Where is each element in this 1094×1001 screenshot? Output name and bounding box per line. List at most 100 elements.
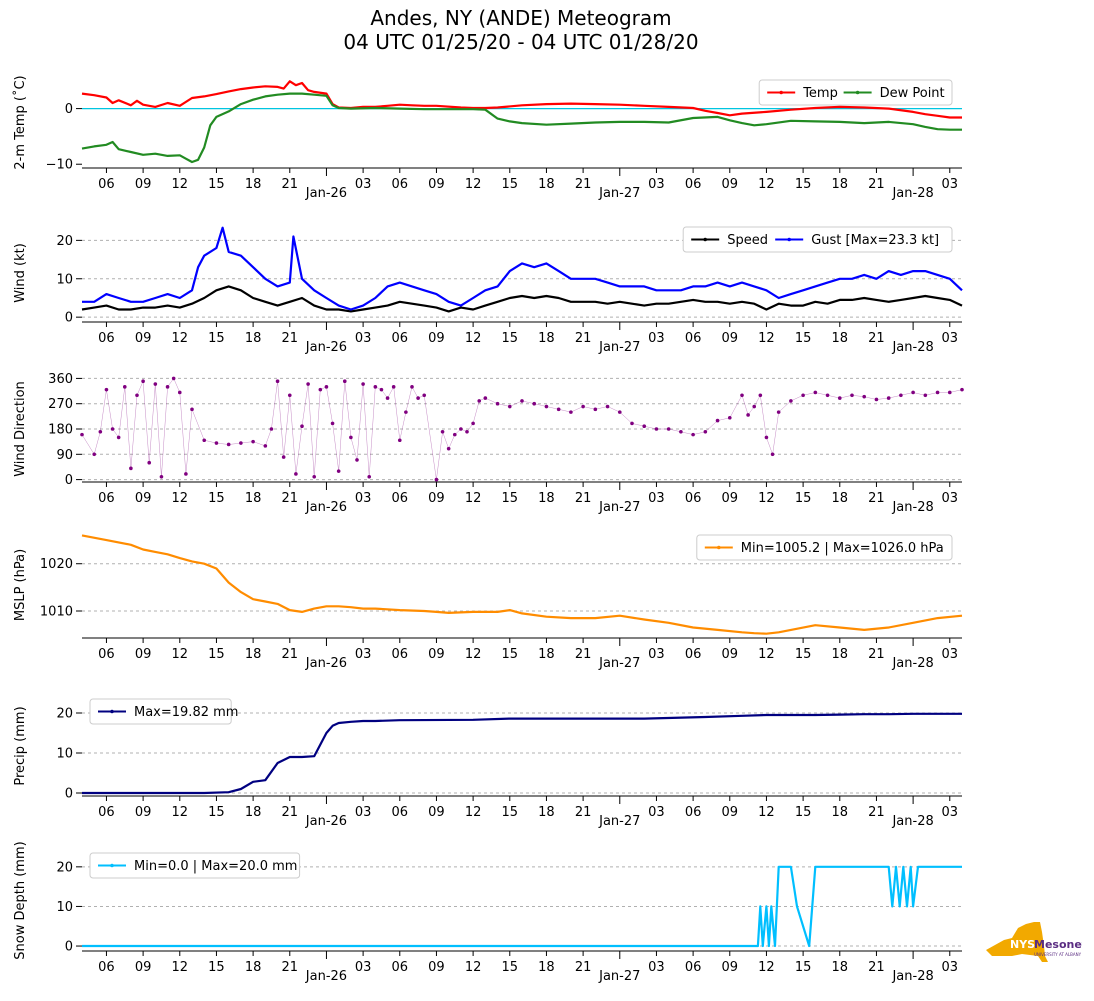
data-point <box>752 404 757 409</box>
x-tick-label: 09 <box>428 960 445 975</box>
data-point <box>135 393 139 398</box>
series-dew-point <box>81 92 962 164</box>
y-tick-label: 0 <box>65 311 73 326</box>
x-tick-label: 18 <box>538 647 555 662</box>
y-tick-label: 1020 <box>40 557 73 572</box>
data-point <box>177 390 182 395</box>
series-speed <box>81 285 963 313</box>
legend-marker <box>779 90 783 95</box>
panel-4: 1010 1020 MSLP (hPa) 06 09 12 15 18 21 03 06 09 12 15… <box>13 534 963 671</box>
x-day-label: Jan-28 <box>891 656 933 671</box>
data-point <box>110 427 115 431</box>
x-day-label: Jan-26 <box>305 656 347 671</box>
legend: Min=1005.2 | Max=1026.0 hPa <box>696 534 953 561</box>
x-tick-label: 03 <box>942 960 959 975</box>
x-day-label: Jan-26 <box>305 814 347 829</box>
x-tick-label: 03 <box>355 647 372 662</box>
y-tick-label: 270 <box>48 397 73 412</box>
data-point <box>422 393 427 398</box>
series-min-0-0-max-20-0-mm <box>82 865 962 948</box>
data-point <box>471 421 475 426</box>
data-point <box>569 410 573 414</box>
x-tick-label: 15 <box>208 177 225 192</box>
x-tick-label: 09 <box>135 647 152 662</box>
data-point <box>129 466 133 471</box>
x-tick-label: 18 <box>245 177 262 192</box>
x-day-label: Jan-28 <box>891 969 933 984</box>
data-point <box>165 385 170 389</box>
x-tick-label: 09 <box>722 805 739 820</box>
legend-box <box>89 698 232 725</box>
data-point <box>355 458 359 462</box>
panel-5: 0 10 20 Precip (mm) 06 09 12 15 18 21 03 06 09 12 15 18… <box>13 698 962 829</box>
data-point <box>789 399 793 403</box>
data-point <box>98 430 103 434</box>
x-tick-label: 21 <box>282 805 299 820</box>
x-tick-label: 03 <box>648 177 665 192</box>
x-day-label: Jan-26 <box>305 500 347 515</box>
y-tick-label: 10 <box>56 900 73 915</box>
panel-1: −10 0 2-m Temp (˚C) 06 09 12 15 18 21 03 06 09 12 15 1… <box>12 75 962 201</box>
legend-marker <box>110 709 114 714</box>
data-point <box>703 430 708 434</box>
x-day-label: Jan-27 <box>598 814 640 829</box>
data-point <box>397 438 402 443</box>
x-tick-label: 09 <box>722 491 739 506</box>
x-day-label: Jan-26 <box>305 969 347 984</box>
x-day-label: Jan-28 <box>891 814 933 829</box>
data-point <box>446 446 451 451</box>
legend-marker <box>717 545 721 550</box>
x-tick-label: 21 <box>282 647 299 662</box>
data-point <box>367 474 372 479</box>
data-point <box>960 387 964 392</box>
x-tick-label: 15 <box>502 177 519 192</box>
data-point <box>483 396 488 400</box>
x-tick-label: 09 <box>722 331 739 346</box>
data-point <box>269 427 274 431</box>
data-point <box>226 442 231 447</box>
y-tick-label: 0 <box>65 787 73 802</box>
data-point <box>324 385 329 389</box>
x-tick-label: 15 <box>502 331 519 346</box>
data-point <box>452 432 457 437</box>
data-point <box>813 390 818 395</box>
x-tick-label: 18 <box>832 960 849 975</box>
x-tick-label: 21 <box>282 491 299 506</box>
x-tick-label: 18 <box>832 491 849 506</box>
x-tick-label: 15 <box>502 960 519 975</box>
legend-label: Min=0.0 | Max=20.0 mm <box>134 859 297 874</box>
data-point <box>410 385 414 389</box>
data-point <box>825 393 830 398</box>
x-tick-label: 12 <box>465 805 482 820</box>
data-point <box>434 477 439 482</box>
x-tick-label: 03 <box>648 491 665 506</box>
y-tick-label: 10 <box>56 747 73 762</box>
chart-title: Andes, NY (ANDE) Meteogram 04 UTC 01/25/… <box>0 6 1042 54</box>
data-point <box>654 427 659 431</box>
x-tick-label: 06 <box>392 491 409 506</box>
y-tick-label: 0 <box>65 473 73 488</box>
nys-mesonet-logo: NYS Mesonet UNIVERSITY AT ALBANY <box>986 922 1082 962</box>
x-tick-label: 12 <box>758 177 775 192</box>
data-point <box>214 441 219 445</box>
data-point <box>300 424 304 428</box>
x-tick-label: 09 <box>428 331 445 346</box>
data-point <box>886 396 891 400</box>
data-point <box>349 435 353 440</box>
data-point <box>159 474 164 479</box>
data-point <box>850 393 854 398</box>
data-point <box>532 401 537 406</box>
data-point <box>770 452 775 457</box>
data-point <box>837 396 842 400</box>
data-point <box>147 460 152 465</box>
legend-label: Min=1005.2 | Max=1026.0 hPa <box>741 541 944 556</box>
x-tick-label: 03 <box>942 805 959 820</box>
legend: Max=19.82 mm <box>89 698 238 725</box>
data-point <box>556 407 561 412</box>
data-point <box>361 382 365 386</box>
data-point <box>287 393 292 398</box>
x-tick-label: 18 <box>245 491 262 506</box>
data-point <box>251 439 255 444</box>
x-tick-label: 12 <box>172 960 189 975</box>
x-tick-label: 15 <box>795 960 812 975</box>
